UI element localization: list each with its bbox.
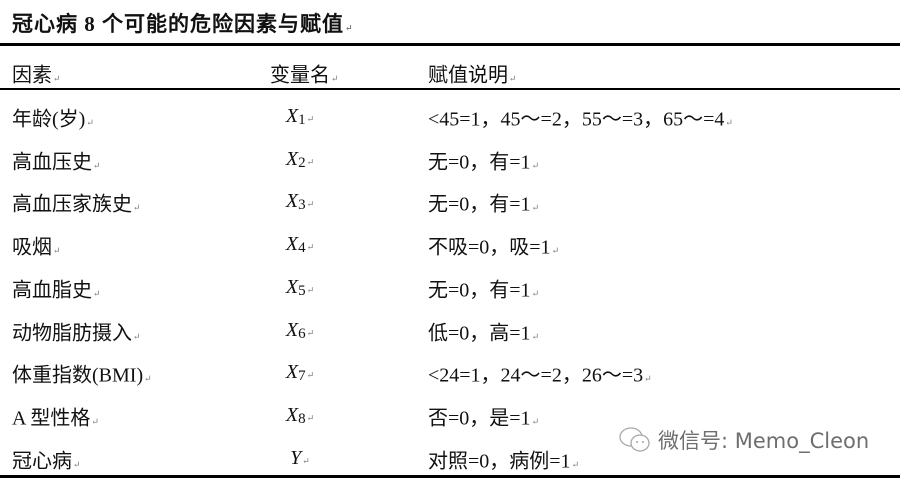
variable-name: X xyxy=(285,361,299,384)
header-assignment: 赋值说明 xyxy=(428,59,517,88)
variable-name: X xyxy=(285,275,299,298)
assignment-cell: 无=0，有=1 xyxy=(428,273,539,302)
header-variable: 变量名 xyxy=(270,59,330,88)
wechat-icon xyxy=(619,427,650,452)
variable-name: X xyxy=(285,147,299,170)
table-row: 动物脂肪摄入 X6 低=0，高=1 xyxy=(0,310,900,352)
table-row: 吸烟 X4 不吸=0，吸=1 xyxy=(0,224,900,266)
factor-cell: 体重指数(BMI) xyxy=(12,359,152,388)
variable-name: X xyxy=(285,403,299,426)
variable-cell: X6 xyxy=(270,319,330,343)
variable-name: X xyxy=(285,318,299,341)
variable-cell: X5 xyxy=(270,276,330,300)
variable-subscript: 7 xyxy=(298,368,306,385)
variable-subscript: 1 xyxy=(298,112,306,128)
factor-cell: 高血脂史 xyxy=(12,273,101,302)
assignment-cell: 不吸=0，吸=1 xyxy=(428,231,559,260)
variable-cell: X1 xyxy=(270,105,330,129)
factor-cell: A 型性格 xyxy=(12,401,99,430)
variable-cell: X3 xyxy=(270,190,330,214)
variable-cell: X8 xyxy=(270,404,330,428)
table-row: 高血脂史 X5 无=0，有=1 xyxy=(0,267,900,309)
assignment-cell: 低=0，高=1 xyxy=(428,316,539,345)
assignment-cell: <45=1，45～=2，55～=3，65～=4 xyxy=(428,103,733,132)
table-row: 冠心病 Y 对照=0，病例=1 xyxy=(0,438,900,480)
factor-cell: 年龄(岁) xyxy=(12,103,94,132)
table-row: 高血压家族史 X3 无=0，有=1 xyxy=(0,181,900,223)
assignment-cell: 无=0，有=1 xyxy=(428,188,539,217)
assignment-cell: <24=1，24～=2，26～=3 xyxy=(428,359,652,388)
factor-cell: 高血压家族史 xyxy=(12,188,141,217)
variable-name: X xyxy=(285,233,299,256)
variable-subscript: 5 xyxy=(298,282,306,299)
variable-cell: Y xyxy=(270,447,330,471)
table-row: 体重指数(BMI) X7 <24=1，24～=2，26～=3 xyxy=(0,352,900,394)
table-row: 年龄(岁) X1 <45=1，45～=2，55～=3，65～=4 xyxy=(0,96,900,138)
header-rule xyxy=(0,88,900,90)
assignment-cell: 无=0，有=1 xyxy=(428,145,539,174)
watermark: 微信号: Memo_Cleon xyxy=(618,425,869,455)
factor-cell: 吸烟 xyxy=(12,231,61,260)
assignment-cell: 对照=0，病例=1 xyxy=(428,444,579,473)
variable-subscript: 3 xyxy=(298,197,306,214)
table-row: A 型性格 X8 否=0，是=1 xyxy=(0,395,900,437)
table-row: 高血压史 X2 无=0，有=1 xyxy=(0,139,900,181)
variable-subscript: 6 xyxy=(298,325,306,342)
variable-subscript: 4 xyxy=(298,240,306,257)
variable-cell: X7 xyxy=(270,361,330,385)
factor-cell: 高血压史 xyxy=(12,145,101,174)
bottom-rule xyxy=(0,475,900,478)
factor-cell: 动物脂肪摄入 xyxy=(12,316,141,345)
header-row: 因素 变量名 赋值说明 xyxy=(0,52,900,94)
top-rule xyxy=(0,43,900,46)
factor-cell: 冠心病 xyxy=(12,444,81,473)
assignment-cell: 否=0，是=1 xyxy=(428,401,539,430)
variable-subscript: 2 xyxy=(298,154,306,171)
variable-cell: X2 xyxy=(270,148,330,172)
variable-name: X xyxy=(285,190,299,213)
variable-name: Y xyxy=(290,446,302,469)
variable-name: X xyxy=(285,105,299,127)
table-title: 冠心病 8 个可能的危险因素与赋值 xyxy=(12,8,354,38)
variable-subscript: 8 xyxy=(298,410,306,427)
header-factor: 因素 xyxy=(12,59,61,88)
variable-cell: X4 xyxy=(270,233,330,257)
watermark-text: 微信号: Memo_Cleon xyxy=(658,429,870,453)
